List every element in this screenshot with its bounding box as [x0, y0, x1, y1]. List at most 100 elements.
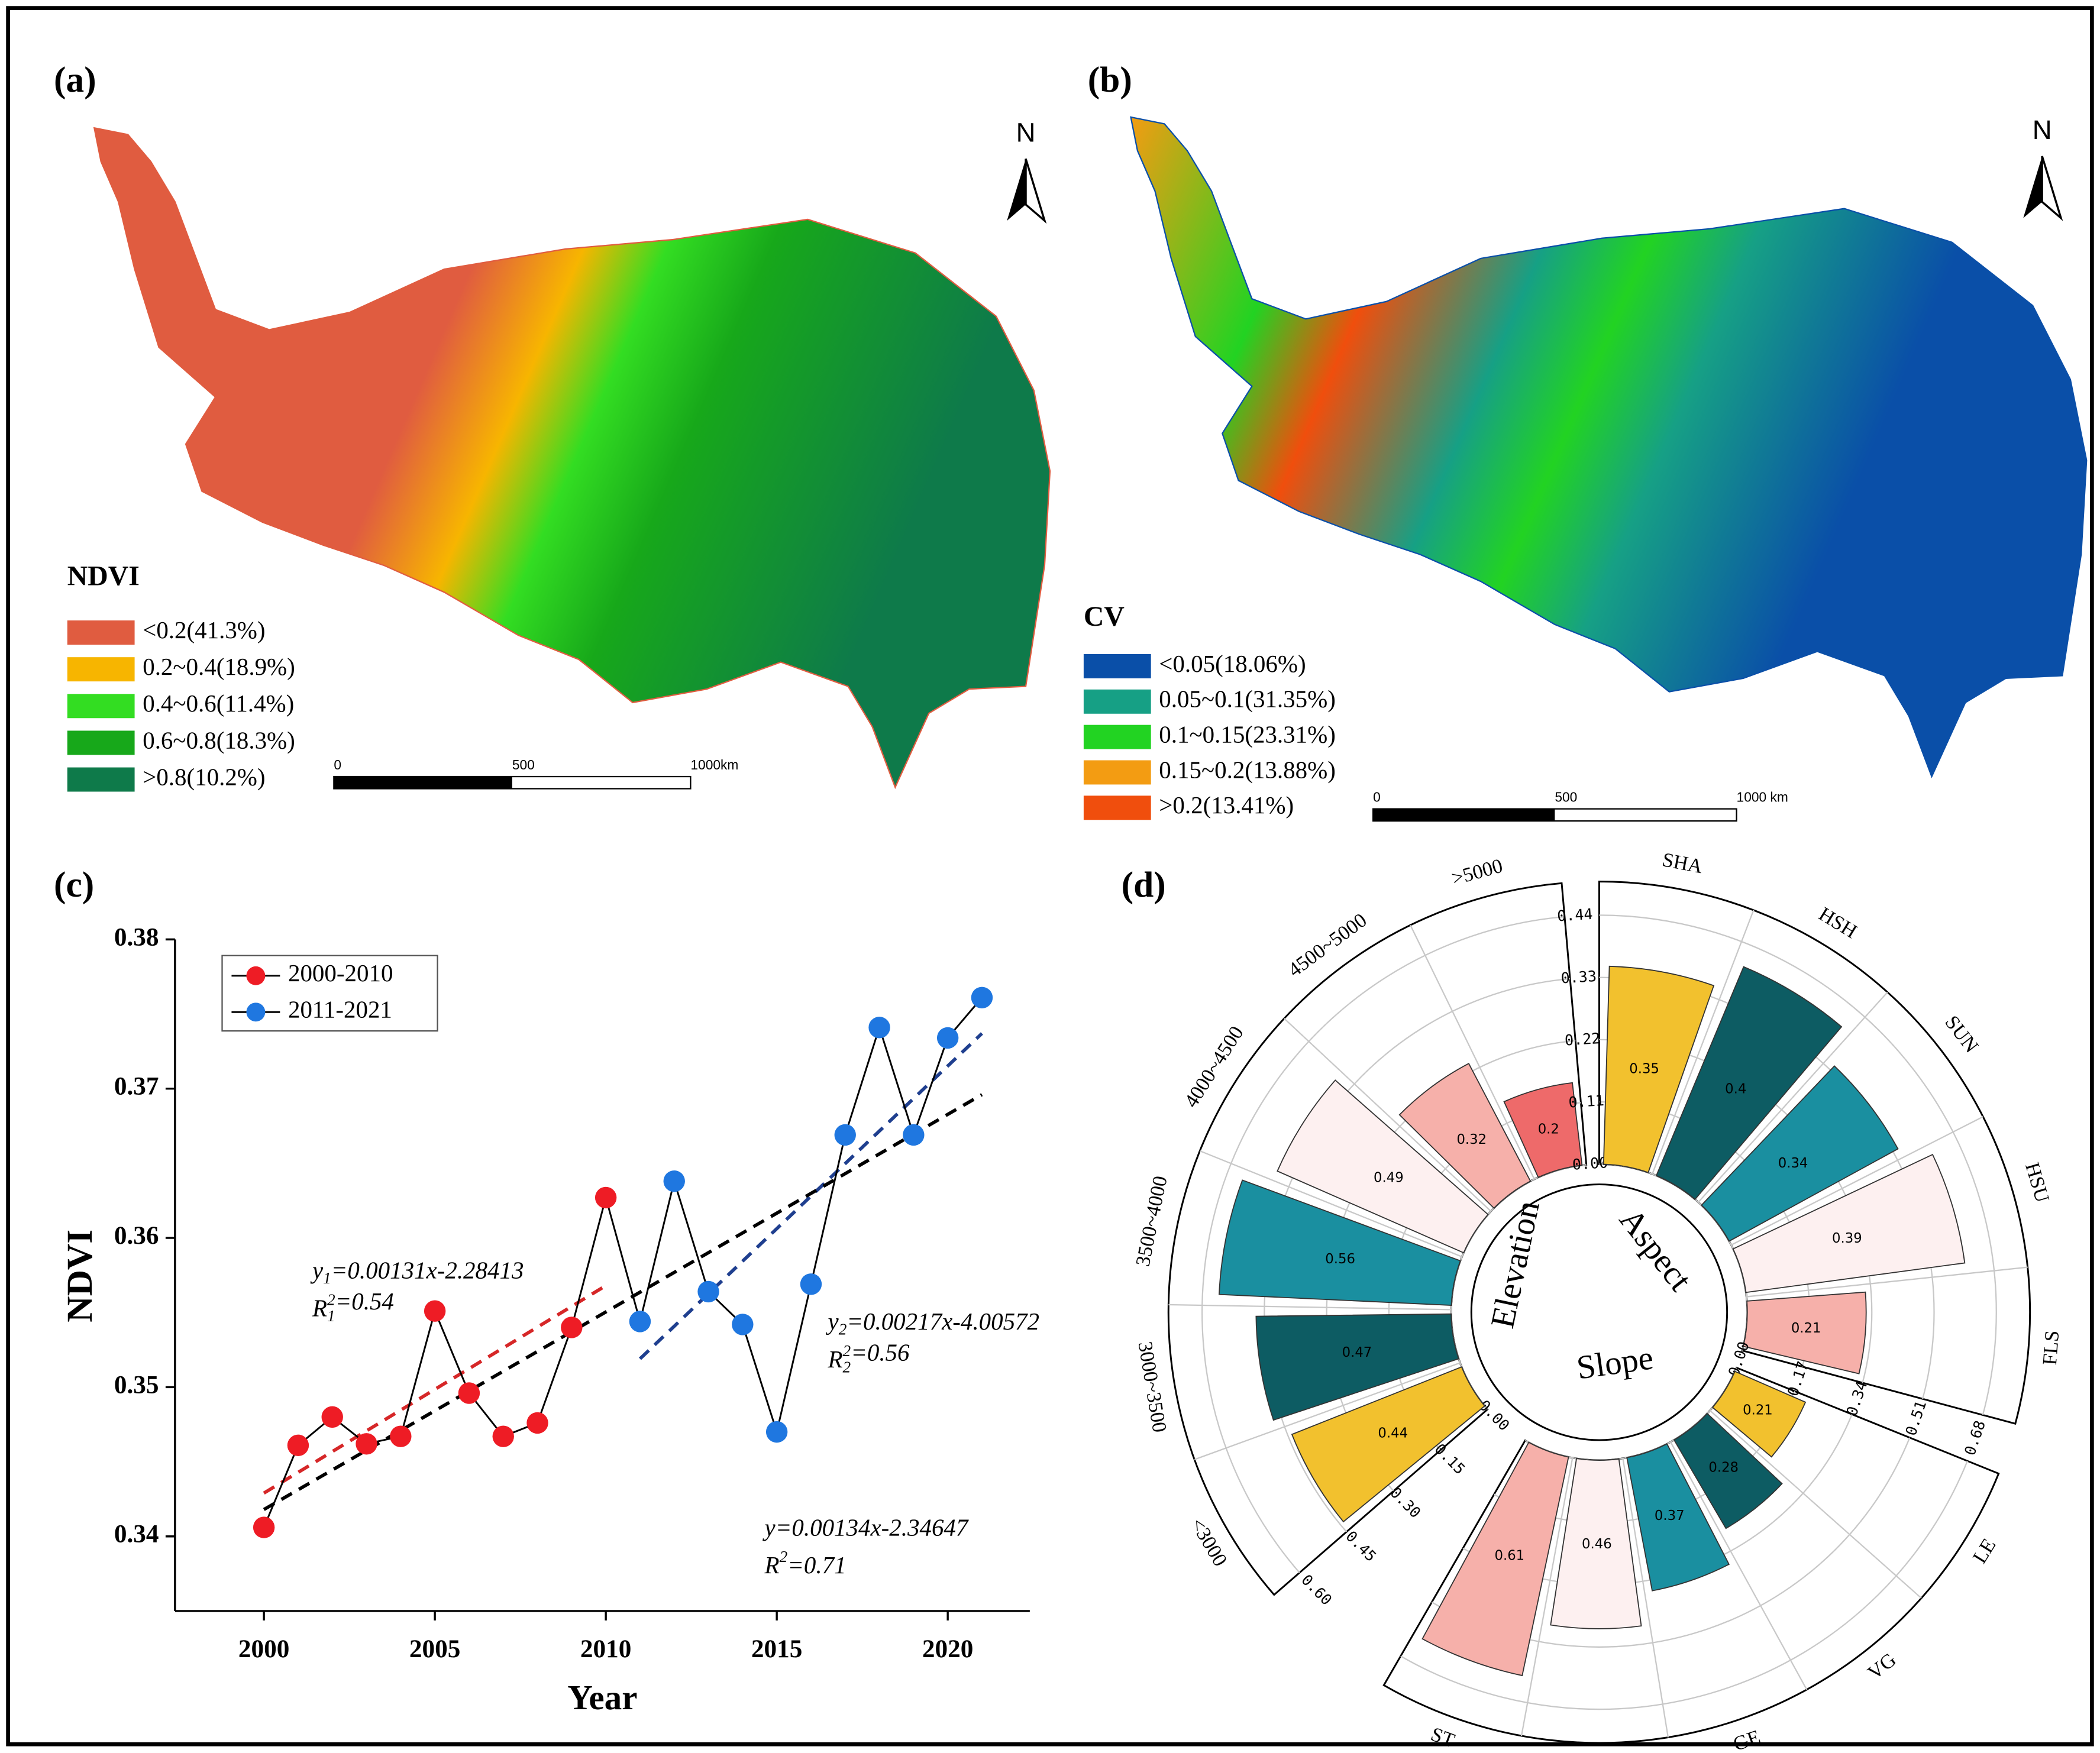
radial-grid [1199, 1150, 1462, 1258]
equation-part: 2 [327, 1291, 335, 1309]
scale-label: 1000 km [1737, 789, 1788, 804]
scale-label: 0 [1373, 789, 1381, 804]
equation-part: 1 [323, 1269, 331, 1287]
grid-arc [1400, 1460, 1968, 1710]
bar [1673, 1412, 1783, 1529]
equation-part: y [826, 1308, 839, 1335]
point [629, 1311, 651, 1332]
legend-label: 0.15~0.2(13.88%) [1159, 756, 1336, 783]
x-tick-label: 2010 [580, 1635, 631, 1663]
bar-value-label: 0.4 [1725, 1082, 1746, 1097]
equation-part: =0.54 [335, 1288, 394, 1315]
equation-part: =0.00131x-2.28413 [331, 1257, 524, 1284]
point [458, 1382, 480, 1404]
legend-swatch [1083, 725, 1151, 749]
point [800, 1273, 822, 1295]
equation: R2=0.71 [764, 1548, 847, 1579]
bar [1701, 1065, 1899, 1242]
point [424, 1300, 446, 1322]
legend-swatch [67, 694, 135, 719]
category-label: FLS [2039, 1330, 2064, 1366]
bar-value-label: 0.2 [1538, 1121, 1559, 1137]
scale-label: 0 [334, 757, 341, 772]
legend-swatch [1083, 689, 1151, 714]
legend-label: 0.4~0.6(11.4%) [143, 690, 294, 717]
legend-label: 0.1~0.15(23.31%) [1159, 721, 1336, 748]
y-tick-label: 0.35 [114, 1370, 159, 1399]
scale-label: 1000km [690, 757, 738, 772]
legend-swatch [1083, 654, 1151, 678]
y-tick-label: 0.34 [114, 1520, 159, 1548]
equation: y1=0.00131x-2.28413 [310, 1257, 524, 1287]
panel-label: (a) [54, 60, 96, 100]
bar [1291, 1366, 1486, 1523]
bar-value-label: 0.32 [1456, 1132, 1487, 1147]
point [356, 1433, 377, 1455]
panel-label: (b) [1088, 60, 1132, 100]
point [971, 987, 993, 1009]
point [492, 1425, 514, 1447]
bar [1603, 965, 1715, 1173]
legend-label: 0.6~0.8(18.3%) [143, 726, 295, 753]
bar [1732, 1153, 1966, 1293]
radial-grid [1284, 1018, 1492, 1212]
legend-label: >0.8(10.2%) [143, 763, 265, 790]
equation-part: =0.00217x-4.00572 [847, 1308, 1039, 1335]
north-arrow [1025, 159, 1047, 224]
bar-value-label: 0.49 [1374, 1170, 1404, 1185]
radial-grid [1709, 1410, 1922, 1599]
y-tick-label: 0.37 [114, 1072, 159, 1101]
legend-swatch [67, 620, 135, 645]
radial-tick-label: 0.00 [1572, 1154, 1608, 1173]
bar [1711, 1370, 1807, 1458]
trend-line [638, 1032, 983, 1360]
equation-part: =0.56 [851, 1339, 910, 1366]
bar-value-label: 0.21 [1791, 1321, 1821, 1336]
equation-part: R [764, 1552, 780, 1579]
grid-arc [1264, 978, 1571, 1532]
trend-line [263, 1093, 983, 1511]
connector-line [605, 1197, 641, 1322]
bar-value-label: 0.35 [1629, 1061, 1659, 1076]
equation-part: R [828, 1346, 843, 1373]
equation: y2=0.00217x-4.00572 [826, 1308, 1040, 1338]
bar [1655, 966, 1843, 1201]
point [697, 1280, 719, 1303]
bar-value-label: 0.56 [1325, 1251, 1355, 1267]
point [765, 1421, 788, 1443]
radial-grid [1652, 910, 1755, 1175]
bar-value-label: 0.21 [1743, 1402, 1773, 1418]
legend-swatch [67, 657, 135, 682]
equation-part: =0.71 [787, 1552, 846, 1579]
bar [1742, 1291, 1867, 1374]
bar-value-label: 0.44 [1378, 1426, 1408, 1441]
point [390, 1425, 412, 1447]
bar [1255, 1313, 1459, 1421]
panel-label: (c) [54, 865, 94, 905]
radial-grid [1746, 1266, 2028, 1298]
equation: y=0.00134x-2.34647 [763, 1514, 969, 1541]
north-arrow [2023, 156, 2043, 218]
equation-part: y=0.00134x-2.34647 [763, 1514, 969, 1541]
bar-value-label: 0.28 [1708, 1460, 1739, 1476]
scale-label: 500 [512, 757, 535, 772]
point [732, 1314, 754, 1335]
x-tick-label: 2005 [409, 1635, 460, 1663]
radial-grid [1730, 1116, 1983, 1246]
point [561, 1317, 583, 1338]
legend-swatch [1083, 795, 1151, 820]
legend-swatch [67, 767, 135, 792]
grid-arc [1326, 1040, 1576, 1492]
point [936, 1027, 959, 1049]
equation-part: 2 [839, 1321, 847, 1338]
radial-grid [1520, 1457, 1574, 1736]
legend-marker [246, 966, 266, 985]
legend-title: CV [1084, 601, 1125, 632]
x-tick-label: 2020 [922, 1635, 973, 1663]
point [253, 1516, 275, 1538]
legend-label: <0.05(18.06%) [1159, 650, 1306, 677]
radial-tick-label: 0.11 [1568, 1092, 1605, 1111]
radial-tick-label: 0.33 [1561, 968, 1597, 987]
bar [1398, 1063, 1532, 1209]
